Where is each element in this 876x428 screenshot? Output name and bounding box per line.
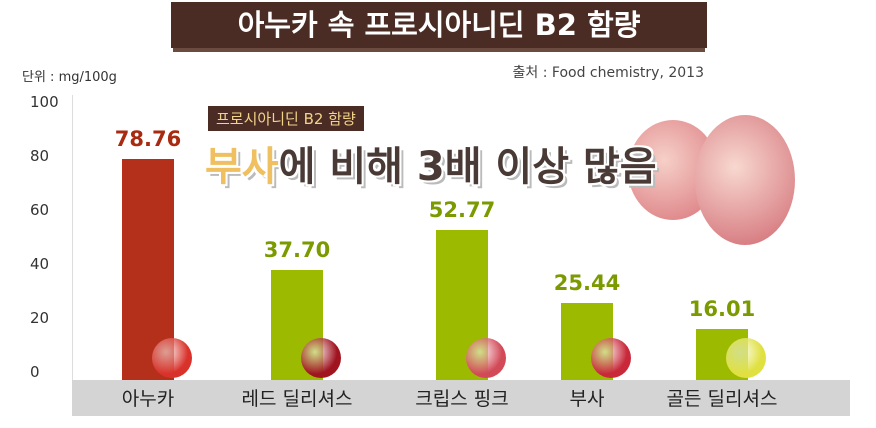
data-label: 37.70 [263,238,331,263]
unit-label: 단위 : mg/100g [22,70,117,85]
category-label: 크립스 핑크 [415,388,509,410]
apple-icon [152,338,192,378]
apple-image [695,115,795,245]
y-tick-label: 40 [30,255,50,273]
apple-icon [591,338,631,378]
data-label: 25.44 [553,271,621,296]
headline: 부사에 비해 3배 이상 많음 [205,134,657,192]
y-tick-label: 80 [30,147,50,165]
headline-rest: 에 비해 3배 이상 많음 [278,144,657,190]
chart-title: 아누카 속 프로시아니딘 B2 함량 [171,2,707,48]
apple-icon [466,338,506,378]
category-label: 레드 딜리셔스 [241,388,353,410]
y-tick-label: 100 [30,93,59,111]
y-tick-label: 60 [30,201,50,219]
apple-icon [726,338,766,378]
y-axis [72,95,73,380]
data-label: 52.77 [428,197,496,222]
apple-icon [301,338,341,378]
source-note: 출처 : Food chemistry, 2013 [512,65,704,81]
y-tick-label: 20 [30,309,50,327]
y-tick-label: 0 [30,363,40,381]
data-label: 78.76 [114,127,182,152]
category-strip [72,380,850,416]
headline-highlight: 부사 [205,144,279,190]
category-label: 아누카 [121,388,175,410]
category-label: 부사 [569,388,605,410]
data-label: 16.01 [688,296,756,321]
subtitle-badge: 프로시아니딘 B2 함량 [208,106,364,131]
category-label: 골든 딜리셔스 [666,388,778,410]
